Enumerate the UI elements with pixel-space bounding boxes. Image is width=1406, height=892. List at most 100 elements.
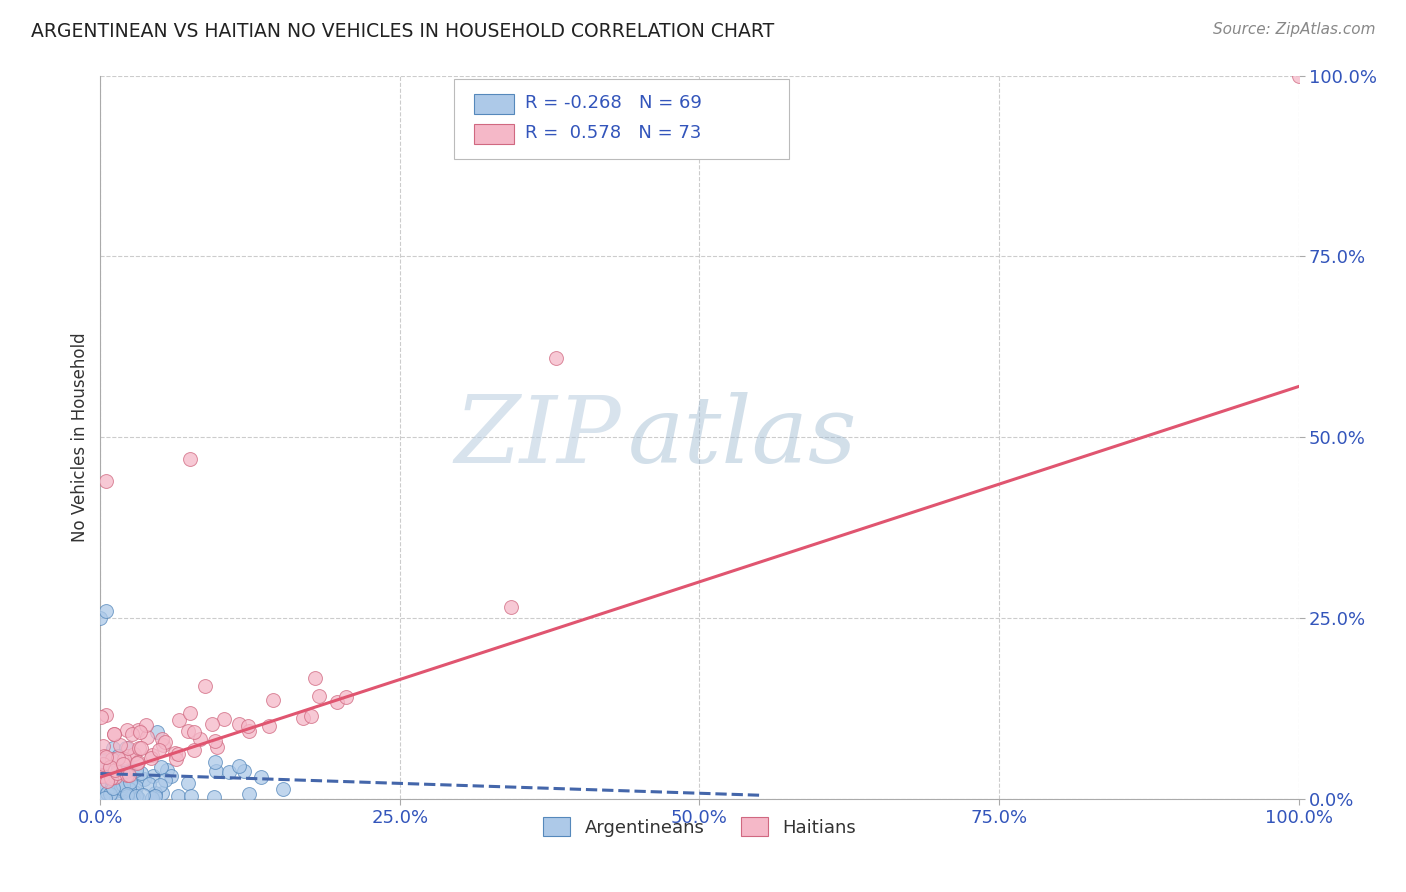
Point (93, 781, 115, 796)
Point (177, 723, 200, 738)
Point (103, 781, 125, 796)
Point (150, 732, 173, 747)
Point (91, 754, 114, 768)
Point (299, 709, 322, 723)
Point (104, 764, 127, 778)
Point (148, 779, 170, 793)
Point (159, 769, 181, 783)
Point (179, 451, 201, 466)
Point (127, 723, 149, 738)
Point (96, 604, 118, 618)
Point (167, 747, 190, 762)
Point (139, 751, 162, 765)
Text: R = -0.268   N = 69: R = -0.268 N = 69 (524, 94, 702, 112)
Point (335, 690, 357, 705)
Point (204, 764, 226, 778)
Point (180, 789, 202, 803)
Point (93, 739, 115, 753)
Point (167, 789, 190, 803)
Point (150, 785, 173, 799)
Point (89, 611, 111, 625)
Point (304, 672, 326, 686)
Point (111, 756, 134, 771)
Point (100, 771, 122, 785)
Point (91, 769, 114, 783)
Point (120, 789, 142, 804)
Point (121, 727, 143, 741)
Point (125, 756, 148, 771)
Point (218, 765, 240, 780)
Point (326, 695, 349, 709)
Point (153, 772, 176, 787)
Point (308, 689, 330, 703)
Bar (474, 124, 513, 145)
Point (176, 776, 198, 790)
Point (118, 782, 141, 797)
Point (112, 751, 135, 765)
Point (122, 785, 145, 799)
Point (98, 760, 121, 774)
Point (183, 743, 205, 757)
Point (96, 773, 118, 788)
Point (89, 756, 111, 771)
Point (110, 780, 132, 795)
Point (122, 780, 145, 794)
Point (117, 749, 139, 764)
Point (91, 757, 114, 772)
Point (117, 741, 139, 756)
Point (115, 723, 138, 737)
Point (103, 726, 125, 740)
Point (165, 752, 187, 766)
Point (145, 789, 167, 803)
Bar (474, 94, 513, 114)
Point (141, 791, 163, 805)
Point (183, 724, 205, 739)
Point (202, 790, 225, 805)
Y-axis label: No Vehicles in Household: No Vehicles in Household (72, 333, 89, 542)
Point (544, 351, 567, 365)
Point (107, 761, 129, 775)
Point (90, 761, 112, 775)
Point (141, 747, 163, 762)
Point (204, 733, 226, 747)
Point (129, 725, 152, 739)
Point (90, 752, 112, 766)
Point (194, 679, 217, 693)
Point (138, 777, 160, 791)
Point (204, 755, 226, 769)
Point (201, 716, 224, 731)
Point (112, 782, 135, 797)
Point (233, 764, 256, 778)
Point (104, 784, 127, 798)
Point (101, 741, 124, 756)
Point (96, 474, 118, 488)
Point (165, 747, 187, 761)
Point (257, 719, 280, 733)
Point (156, 764, 179, 778)
Point (501, 600, 523, 615)
Point (153, 735, 176, 749)
Point (105, 765, 128, 780)
Text: ARGENTINEAN VS HAITIAN NO VEHICLES IN HOUSEHOLD CORRELATION CHART: ARGENTINEAN VS HAITIAN NO VEHICLES IN HO… (31, 22, 775, 41)
Point (127, 755, 149, 769)
Point (115, 789, 138, 804)
Point (120, 762, 142, 776)
Point (128, 741, 150, 756)
Point (127, 767, 149, 781)
Text: R =  0.578   N = 73: R = 0.578 N = 73 (524, 124, 700, 143)
Point (143, 786, 166, 800)
Point (111, 778, 134, 792)
Point (96, 786, 118, 800)
Text: atlas: atlas (627, 392, 858, 483)
Point (179, 706, 201, 720)
Point (103, 727, 125, 741)
Point (89, 777, 111, 791)
Point (98, 787, 121, 801)
Point (107, 748, 129, 763)
Point (111, 781, 134, 796)
Point (238, 787, 260, 801)
Point (134, 772, 156, 786)
Point (146, 725, 169, 739)
Point (118, 775, 141, 789)
Point (105, 764, 128, 779)
